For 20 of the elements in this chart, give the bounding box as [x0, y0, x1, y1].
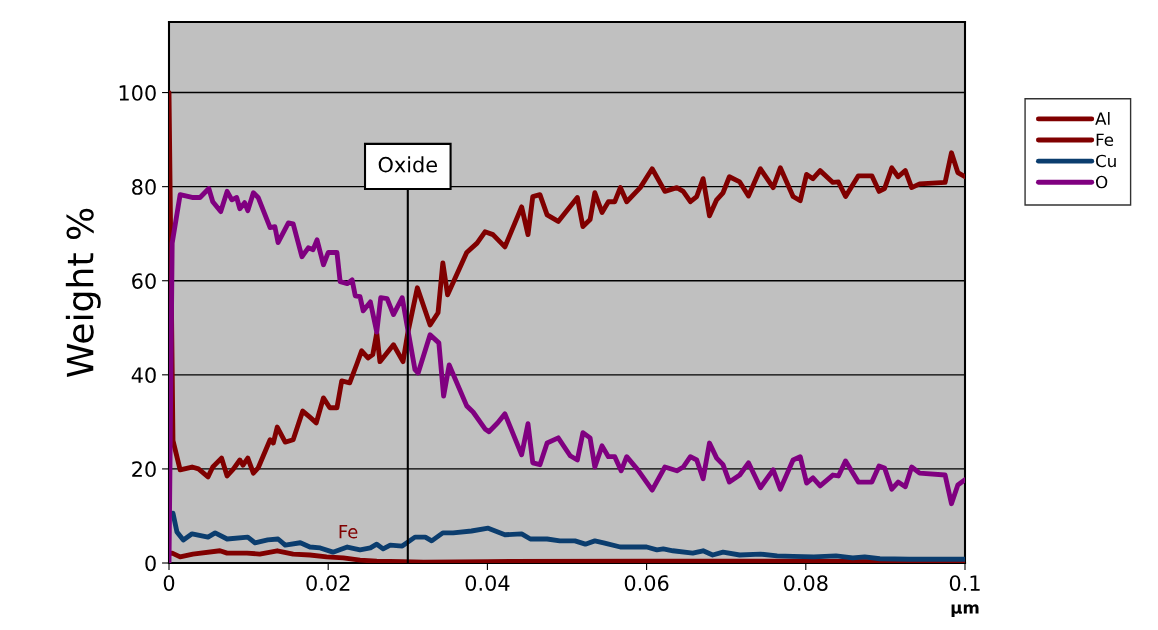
y-tick-label: 0 — [145, 555, 156, 572]
x-tick-label: 0.06 — [624, 575, 669, 591]
x-tick-label: 0.08 — [783, 575, 828, 591]
legend-label: Cu — [1096, 154, 1116, 168]
legend-label: O — [1096, 175, 1108, 189]
y-axis-title: Weight % — [65, 208, 101, 378]
legend-label: Al — [1095, 112, 1110, 125]
annotation: Fe — [339, 525, 358, 539]
ref-line-label: Oxide — [378, 156, 437, 173]
y-tick-label: 80 — [132, 179, 156, 195]
y-tick-label: 20 — [132, 461, 156, 478]
x-tick-label: 0.04 — [465, 575, 510, 591]
x-tick-label: 0 — [163, 575, 175, 591]
y-tick-label: 60 — [132, 273, 156, 289]
x-axis-title: µm — [951, 604, 979, 618]
x-tick-label: 0.02 — [306, 575, 350, 591]
x-tick-label: 0.1 — [949, 575, 980, 591]
legend-label: Fe — [1096, 133, 1114, 147]
y-tick-label: 100 — [119, 85, 156, 101]
y-tick-label: 40 — [131, 367, 156, 384]
